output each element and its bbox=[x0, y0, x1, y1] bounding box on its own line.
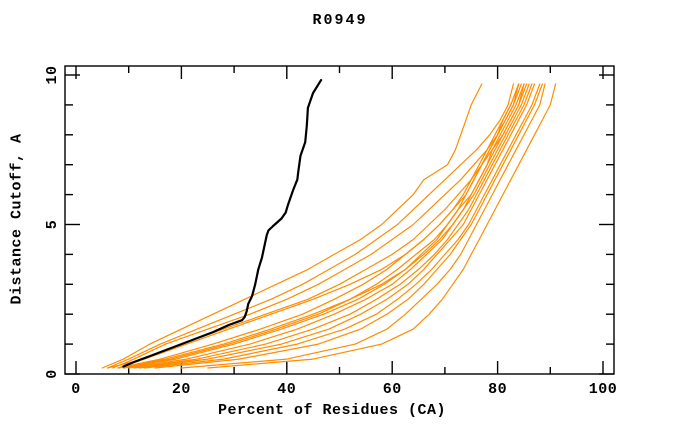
y-tick-label: 10 bbox=[44, 65, 61, 84]
curve-model-16 bbox=[122, 83, 522, 369]
curve-model-01 bbox=[101, 83, 483, 369]
x-tick-label: 0 bbox=[71, 381, 81, 398]
y-ticks-left bbox=[65, 74, 80, 375]
curve-baseline-model bbox=[122, 78, 323, 368]
curve-model-06 bbox=[117, 83, 530, 369]
curve-model-08 bbox=[122, 83, 528, 369]
curve-model-14 bbox=[180, 83, 546, 369]
chart-title: R0949 bbox=[312, 12, 368, 29]
curve-model-11 bbox=[138, 83, 536, 369]
x-axis-title: Percent of Residues (CA) bbox=[217, 402, 447, 419]
y-ticks-right bbox=[599, 74, 614, 375]
curve-model-15 bbox=[207, 83, 557, 369]
x-ticks-bottom bbox=[75, 361, 604, 374]
x-tick-label: 80 bbox=[488, 381, 507, 398]
y-tick-label: 0 bbox=[44, 369, 61, 379]
y-axis-title: Distance Cutoff, A bbox=[8, 133, 26, 305]
x-tick-label: 100 bbox=[589, 381, 618, 398]
curve-model-12 bbox=[143, 83, 541, 369]
curve-model-13 bbox=[154, 83, 544, 369]
curve-model-09 bbox=[128, 83, 525, 369]
x-ticks-top bbox=[75, 66, 604, 79]
curve-model-07 bbox=[117, 83, 520, 369]
y-tick-label: 5 bbox=[44, 220, 61, 230]
curve-model-03 bbox=[112, 83, 520, 369]
curve-model-02 bbox=[106, 83, 515, 369]
plot-frame bbox=[64, 65, 615, 375]
x-tick-label: 20 bbox=[172, 381, 191, 398]
curve-model-10 bbox=[133, 83, 533, 369]
x-tick-label: 60 bbox=[383, 381, 402, 398]
x-tick-label: 40 bbox=[277, 381, 296, 398]
